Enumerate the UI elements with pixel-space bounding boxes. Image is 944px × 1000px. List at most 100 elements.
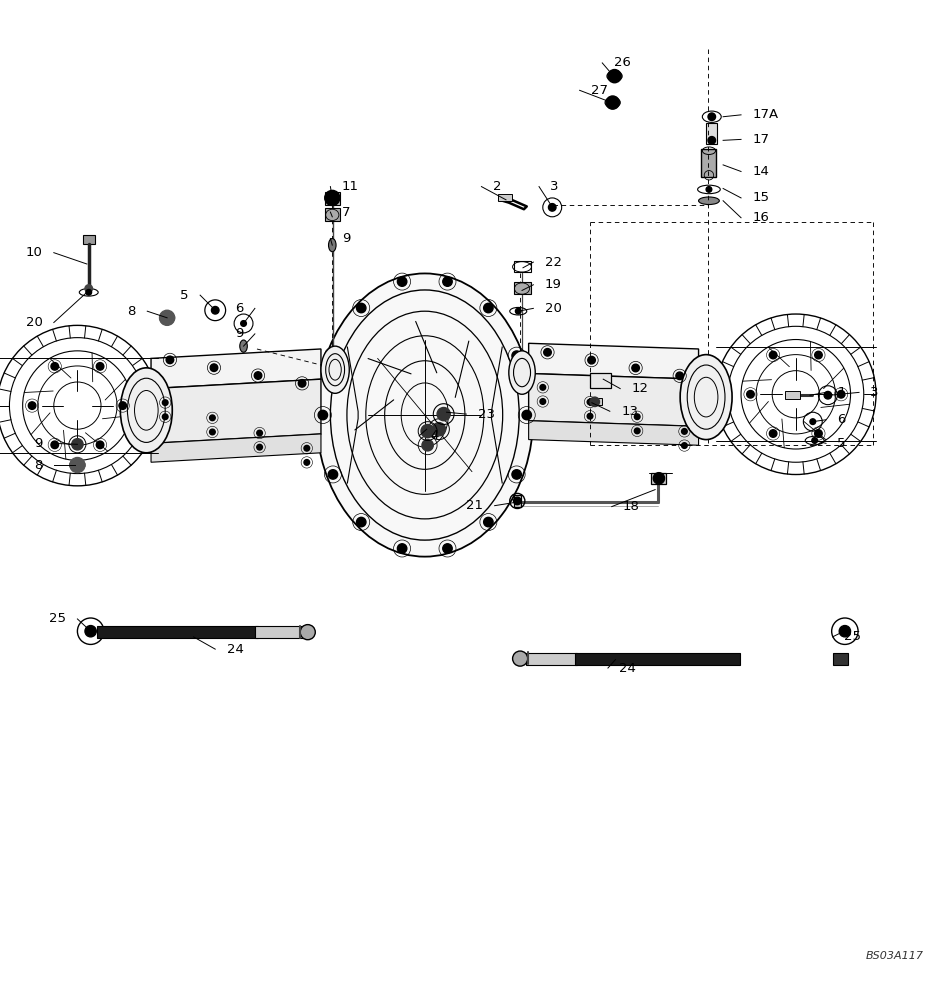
Circle shape xyxy=(85,626,96,637)
Ellipse shape xyxy=(329,239,336,252)
Text: 27: 27 xyxy=(591,84,608,97)
Circle shape xyxy=(257,430,262,436)
Circle shape xyxy=(211,306,219,314)
Text: 19: 19 xyxy=(545,278,562,291)
Text: 7: 7 xyxy=(342,206,350,219)
Ellipse shape xyxy=(316,273,533,557)
Circle shape xyxy=(210,429,215,435)
Ellipse shape xyxy=(680,355,733,440)
Text: 24: 24 xyxy=(619,662,636,675)
Circle shape xyxy=(422,440,433,451)
Text: 20: 20 xyxy=(25,316,42,329)
Circle shape xyxy=(28,402,36,409)
Circle shape xyxy=(443,544,452,553)
Circle shape xyxy=(421,424,434,438)
Text: 9: 9 xyxy=(342,232,350,245)
Circle shape xyxy=(254,372,261,379)
Circle shape xyxy=(210,415,215,421)
Circle shape xyxy=(443,277,452,286)
Text: 21: 21 xyxy=(466,499,483,512)
Ellipse shape xyxy=(120,368,172,453)
Circle shape xyxy=(708,113,716,121)
Circle shape xyxy=(432,423,446,436)
Text: 9: 9 xyxy=(34,437,42,450)
Text: 16: 16 xyxy=(752,211,769,224)
Circle shape xyxy=(682,443,687,448)
Text: 8: 8 xyxy=(127,305,136,318)
Text: 5: 5 xyxy=(837,437,846,450)
Circle shape xyxy=(162,414,168,420)
Circle shape xyxy=(86,289,92,295)
Circle shape xyxy=(634,428,640,434)
Circle shape xyxy=(72,439,83,450)
Circle shape xyxy=(512,470,521,479)
Circle shape xyxy=(119,402,126,409)
Bar xyxy=(833,653,848,665)
Circle shape xyxy=(304,445,310,451)
Circle shape xyxy=(437,407,450,421)
Circle shape xyxy=(653,473,665,484)
Circle shape xyxy=(837,390,845,398)
Polygon shape xyxy=(529,343,699,379)
Bar xyxy=(498,194,512,201)
Circle shape xyxy=(747,390,754,398)
Polygon shape xyxy=(151,349,321,389)
Circle shape xyxy=(815,430,822,437)
Text: 10: 10 xyxy=(25,246,42,259)
Ellipse shape xyxy=(300,625,315,640)
Bar xyxy=(590,373,611,388)
Circle shape xyxy=(706,187,712,192)
Text: 14: 14 xyxy=(752,165,769,178)
Circle shape xyxy=(211,364,218,371)
Text: 20: 20 xyxy=(545,302,562,315)
Circle shape xyxy=(397,544,407,553)
Ellipse shape xyxy=(509,351,535,394)
Text: 6: 6 xyxy=(235,302,244,315)
Text: 4: 4 xyxy=(430,429,439,442)
Text: 25: 25 xyxy=(844,630,861,643)
Circle shape xyxy=(608,70,621,83)
Bar xyxy=(325,208,340,221)
Text: 3: 3 xyxy=(870,386,879,399)
Circle shape xyxy=(522,410,531,420)
Bar xyxy=(651,473,666,484)
Circle shape xyxy=(397,277,407,286)
Circle shape xyxy=(682,429,687,434)
Text: 18: 18 xyxy=(623,500,640,513)
Circle shape xyxy=(257,444,262,450)
Circle shape xyxy=(329,351,338,360)
Text: 24: 24 xyxy=(227,643,244,656)
Circle shape xyxy=(357,303,366,313)
Bar xyxy=(325,192,340,205)
Circle shape xyxy=(166,356,174,364)
Ellipse shape xyxy=(699,197,719,205)
Text: 6: 6 xyxy=(837,413,846,426)
Text: 15: 15 xyxy=(752,191,769,204)
Bar xyxy=(575,653,740,665)
Circle shape xyxy=(515,308,521,314)
Text: 17: 17 xyxy=(752,133,769,146)
Circle shape xyxy=(812,438,818,443)
Text: 2: 2 xyxy=(493,180,501,193)
Circle shape xyxy=(96,363,104,370)
Circle shape xyxy=(96,441,104,449)
Text: 3: 3 xyxy=(550,180,559,193)
Circle shape xyxy=(590,397,599,407)
Bar xyxy=(589,398,602,405)
Bar xyxy=(514,282,531,294)
Circle shape xyxy=(512,351,521,360)
Circle shape xyxy=(51,441,59,449)
Text: 13: 13 xyxy=(621,405,638,418)
Text: 25: 25 xyxy=(49,612,66,625)
Circle shape xyxy=(298,380,306,387)
Text: 23: 23 xyxy=(478,408,495,421)
Circle shape xyxy=(162,400,168,405)
Circle shape xyxy=(540,385,546,390)
Circle shape xyxy=(632,364,639,372)
Text: 12: 12 xyxy=(632,382,649,395)
Bar xyxy=(97,626,258,638)
Circle shape xyxy=(540,399,546,404)
Bar xyxy=(83,235,95,244)
Circle shape xyxy=(160,310,175,325)
Circle shape xyxy=(544,349,551,356)
